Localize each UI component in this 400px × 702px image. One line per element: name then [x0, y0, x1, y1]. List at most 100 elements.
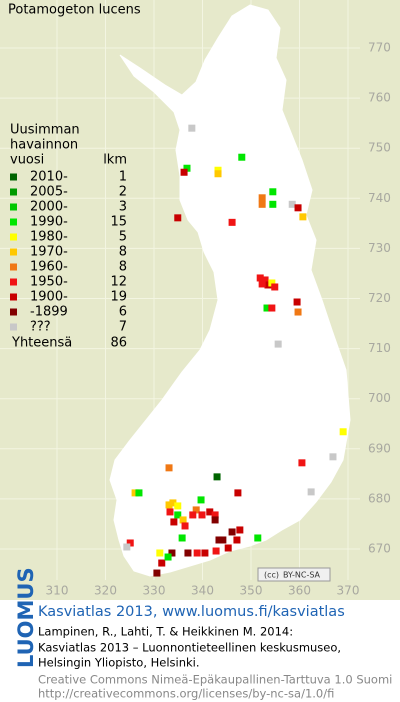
- legend-swatch: [10, 248, 17, 256]
- legend-header: vuosi: [10, 153, 44, 168]
- occurrence-square: [184, 549, 192, 557]
- occurrence-square: [214, 170, 222, 178]
- occurrence-square: [261, 276, 269, 284]
- legend-swatch: [10, 218, 17, 226]
- occurrence-square: [264, 281, 272, 289]
- occurrence-square: [214, 166, 222, 174]
- occurrence-square: [268, 279, 276, 287]
- occurrence-square: [269, 188, 277, 196]
- legend-label: 1950-: [30, 275, 68, 290]
- x-tick-label: 350: [240, 584, 263, 598]
- legend-label: -1899: [30, 305, 68, 320]
- occurrence-square: [228, 218, 236, 226]
- legend-swatch: [10, 173, 17, 181]
- license-line: Creative Commons Nimeä-Epäkaupallinen-Ta…: [38, 673, 392, 687]
- occurrence-square: [254, 534, 262, 542]
- occurrence-square: [258, 194, 266, 202]
- y-tick-label: 740: [368, 191, 391, 205]
- legend-swatch: [10, 203, 17, 211]
- occurrence-square: [180, 168, 188, 176]
- occurrence-square: [168, 549, 176, 557]
- occurrence-square: [294, 308, 302, 316]
- occurrence-square: [201, 549, 209, 557]
- occurrence-square: [166, 508, 174, 516]
- occurrence-square: [213, 473, 221, 481]
- occurrence-square: [174, 502, 182, 510]
- legend-swatch: [10, 278, 17, 286]
- legend-swatch: [10, 293, 17, 301]
- occurrence-square: [339, 428, 347, 436]
- occurrence-square: [298, 459, 306, 467]
- legend-count-header: lkm: [103, 153, 127, 168]
- citation-line: Lampinen, R., Lahti, T. & Heikkinen M. 2…: [38, 625, 293, 639]
- legend-count: 8: [119, 245, 127, 260]
- occurrence-square: [288, 200, 296, 208]
- occurrence-square: [123, 543, 131, 551]
- legend-count: 2: [119, 185, 127, 200]
- occurrence-square: [164, 553, 172, 561]
- x-tick-label: 330: [143, 584, 166, 598]
- legend-label: 1960-: [30, 260, 68, 275]
- occurrence-square: [299, 213, 307, 221]
- legend-count: 6: [119, 305, 127, 320]
- occurrence-square: [212, 547, 220, 555]
- occurrence-square: [268, 304, 276, 312]
- occurrence-square: [174, 511, 182, 519]
- legend-swatch: [10, 323, 17, 331]
- occurrence-square: [193, 549, 201, 557]
- occurrence-square: [274, 340, 282, 348]
- occurrence-square: [236, 526, 244, 534]
- y-tick-label: 700: [368, 391, 391, 405]
- legend-swatch: [10, 188, 17, 196]
- occurrence-square: [238, 153, 246, 161]
- occurrence-square: [211, 516, 219, 524]
- occurrence-square: [329, 453, 337, 461]
- occurrence-square: [178, 534, 186, 542]
- legend-count: 15: [110, 215, 127, 230]
- occurrence-square: [198, 511, 206, 519]
- legend-swatch: [10, 308, 17, 316]
- occurrence-square: [215, 536, 223, 544]
- legend-count: 12: [110, 275, 127, 290]
- occurrence-square: [183, 164, 191, 172]
- x-tick-label: 340: [191, 584, 214, 598]
- occurrence-square: [211, 511, 219, 519]
- legend-swatch: [10, 263, 17, 271]
- map-title: Potamogeton lucens: [8, 3, 141, 18]
- occurrence-square: [234, 489, 242, 497]
- occurrence-square: [170, 518, 178, 526]
- occurrence-square: [233, 536, 241, 544]
- legend-total-label: Yhteensä: [11, 336, 72, 351]
- y-tick-label: 770: [368, 41, 391, 55]
- legend-count: 19: [110, 290, 127, 305]
- occurrence-square: [181, 522, 189, 530]
- brand: LUOMUS: [14, 567, 38, 668]
- occurrence-square: [219, 536, 227, 544]
- occurrence-square: [206, 508, 214, 516]
- footer-background: [0, 600, 400, 702]
- occurrence-square: [165, 464, 173, 472]
- finland-outline: [109, 4, 351, 577]
- occurrence-square: [189, 511, 197, 519]
- legend-label: 1980-: [30, 230, 68, 245]
- legend-swatch: [10, 233, 17, 241]
- x-tick-label: 370: [337, 584, 360, 598]
- y-tick-label: 690: [368, 441, 391, 455]
- x-tick-label: 360: [288, 584, 311, 598]
- occurrence-square: [174, 214, 182, 222]
- x-tick-label: 310: [46, 584, 69, 598]
- occurrence-square: [258, 280, 266, 288]
- legend-count: 7: [119, 320, 127, 335]
- citation-line: Kasviatlas 2013 – Luonnontieteellinen ke…: [38, 641, 341, 655]
- y-tick-label: 730: [368, 241, 391, 255]
- legend-label: 2010-: [30, 170, 68, 185]
- occurrence-square: [197, 496, 205, 504]
- occurrence-square: [188, 124, 196, 132]
- legend-count: 3: [119, 200, 127, 215]
- cc-symbol: (cc): [264, 571, 279, 580]
- y-tick-label: 710: [368, 341, 391, 355]
- citation-line: Helsingin Yliopisto, Helsinki.: [38, 656, 200, 670]
- legend-count: 5: [119, 230, 127, 245]
- y-tick-label: 670: [368, 542, 391, 556]
